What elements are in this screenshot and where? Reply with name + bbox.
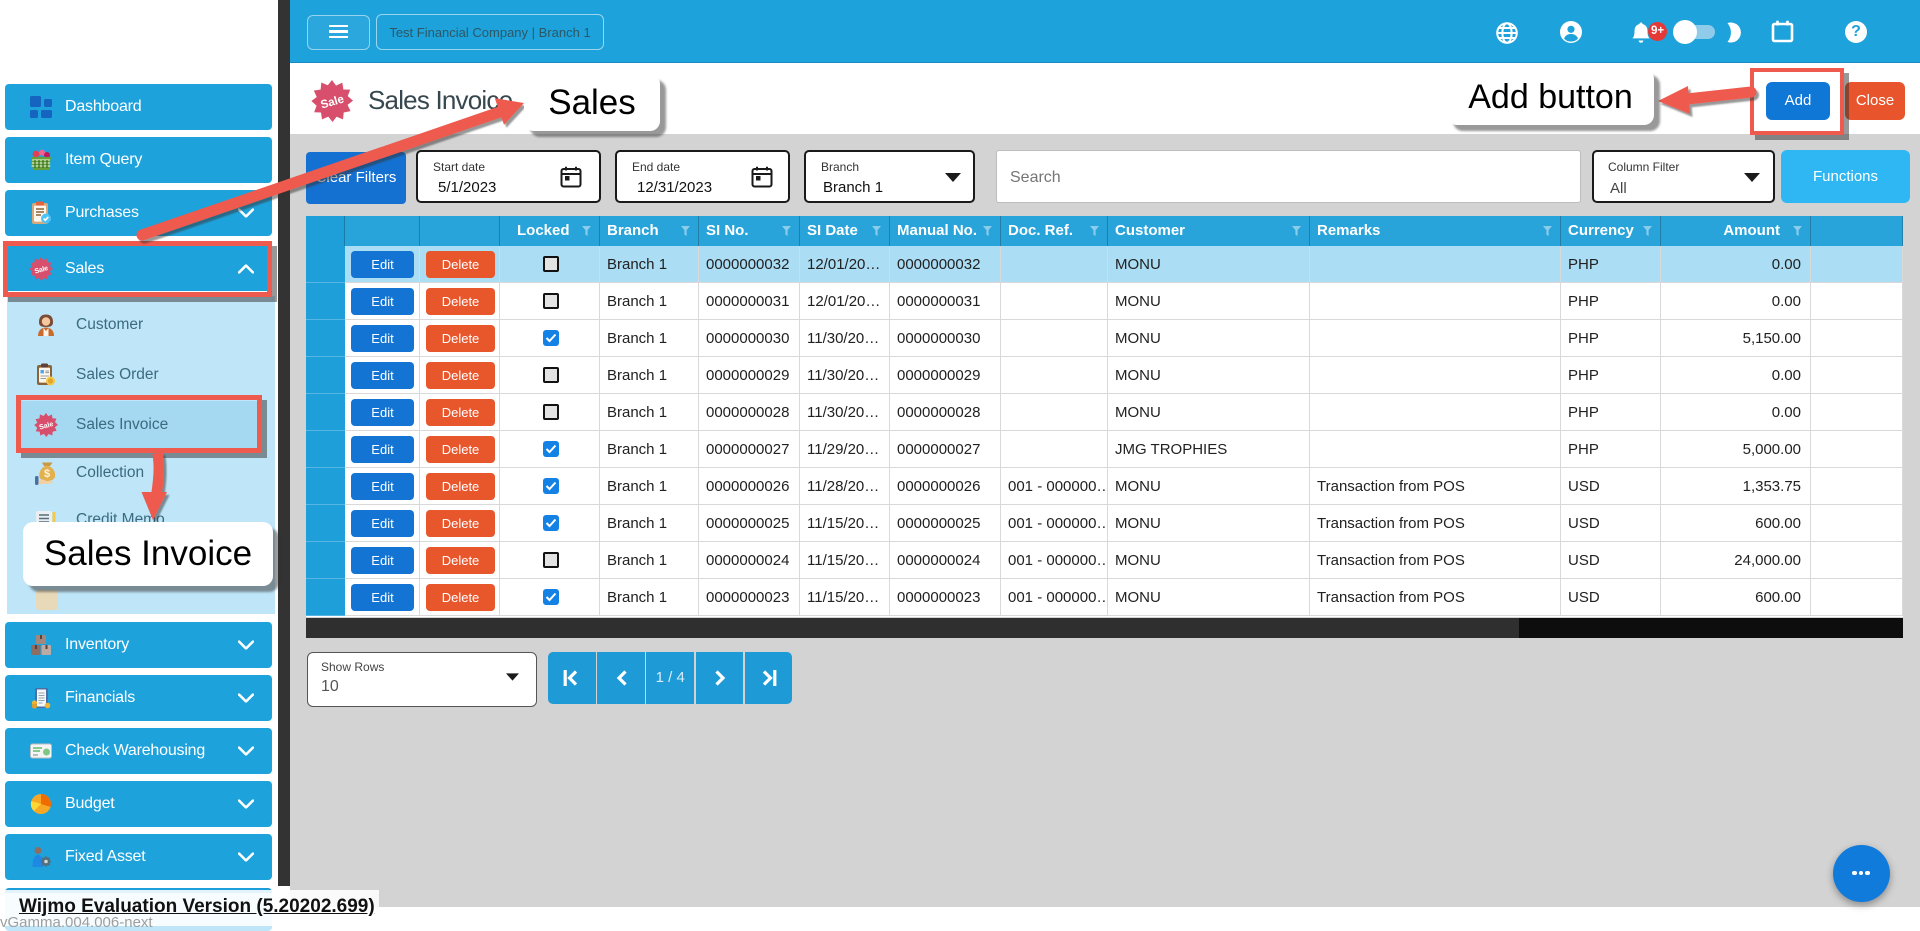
- svg-text:Sale: Sale: [38, 421, 54, 432]
- svg-text:$: $: [44, 468, 50, 480]
- svg-text:Sale: Sale: [34, 264, 49, 275]
